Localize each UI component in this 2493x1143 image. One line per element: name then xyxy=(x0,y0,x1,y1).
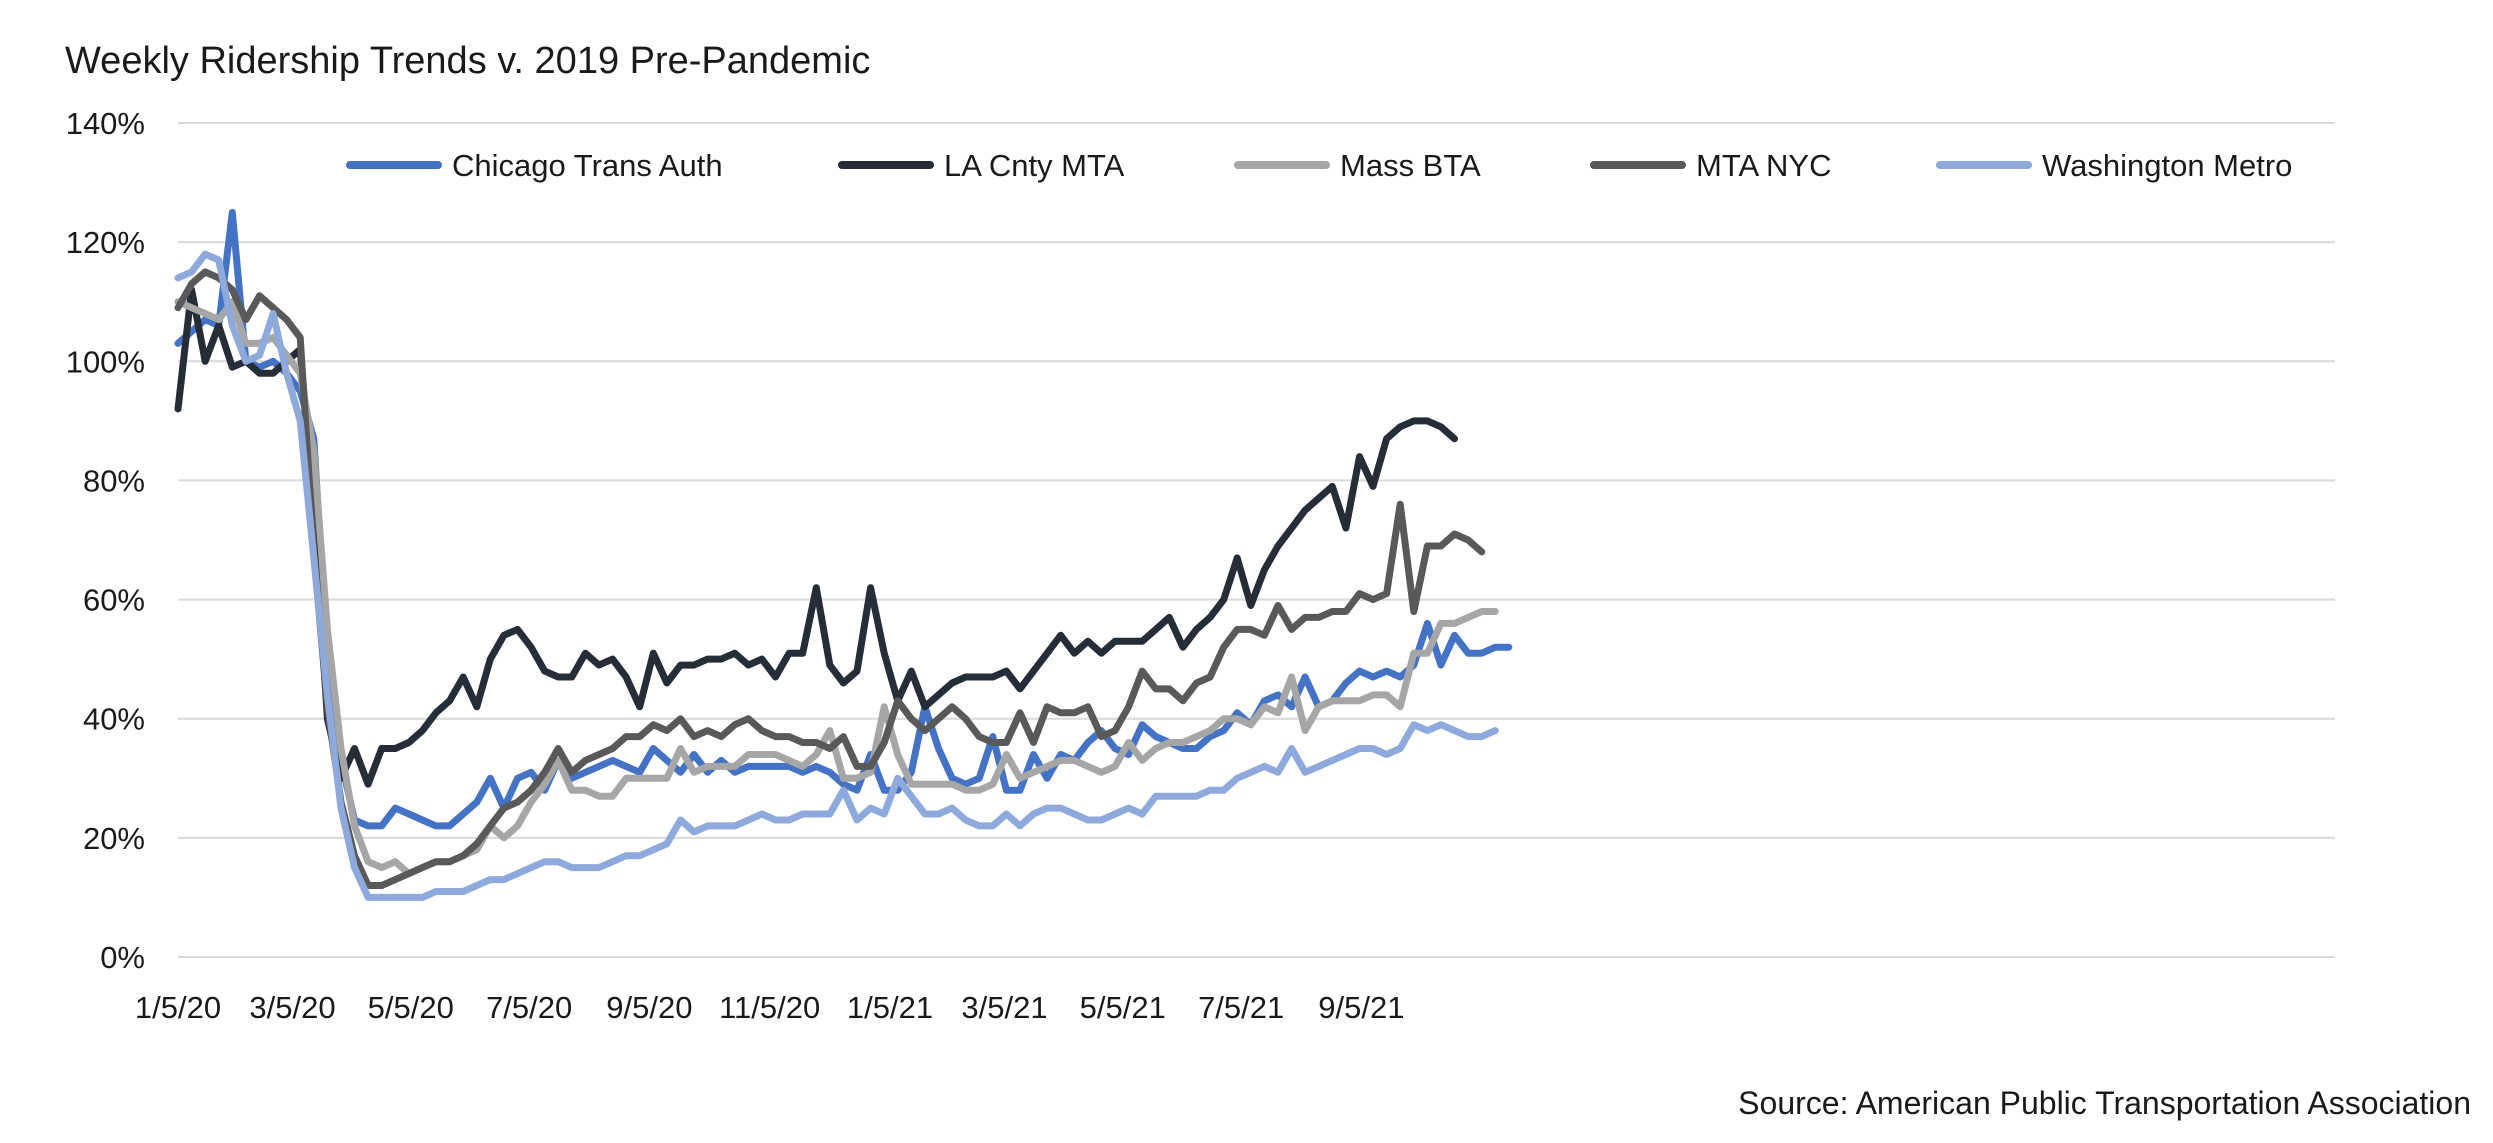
x-tick-label: 5/5/21 xyxy=(1080,990,1166,1025)
source-note: Source: American Public Transportation A… xyxy=(1738,1085,2471,1121)
y-tick-label: 40% xyxy=(83,702,145,737)
y-axis-ticks: 0% 20% 40% 60% 80% 100% 120% 140% xyxy=(66,106,145,975)
series-lines xyxy=(174,208,1513,901)
series-line-mass-bta xyxy=(174,298,1499,878)
chart-title: Weekly Ridership Trends v. 2019 Pre-Pand… xyxy=(65,40,871,82)
y-tick-label: 0% xyxy=(100,940,145,975)
x-tick-label: 7/5/21 xyxy=(1198,990,1284,1025)
legend-label-washington-metro: Washington Metro xyxy=(2042,148,2292,183)
legend-label-mta-nyc: MTA NYC xyxy=(1696,148,1832,183)
series-line-washington-metro xyxy=(174,250,1499,901)
y-tick-label: 20% xyxy=(83,821,145,856)
series-line-chicago-trans-auth xyxy=(174,208,1513,830)
y-tick-label: 100% xyxy=(66,344,145,379)
x-tick-label: 3/5/20 xyxy=(249,990,335,1025)
x-tick-label: 9/5/21 xyxy=(1318,990,1404,1025)
x-tick-label: 5/5/20 xyxy=(368,990,454,1025)
x-tick-label: 1/5/20 xyxy=(135,990,221,1025)
series-line-la-cnty-mta xyxy=(174,286,1458,788)
y-tick-label: 60% xyxy=(83,583,145,618)
legend: Chicago Trans Auth LA Cnty MTA Mass BTA MTA… xyxy=(346,148,2292,183)
legend-label-chicago-trans-auth: Chicago Trans Auth xyxy=(452,148,723,183)
x-tick-label: 7/5/20 xyxy=(486,990,572,1025)
x-tick-label: 1/5/21 xyxy=(847,990,933,1025)
x-tick-label: 9/5/20 xyxy=(606,990,692,1025)
y-tick-label: 140% xyxy=(66,106,145,141)
x-tick-label: 11/5/20 xyxy=(719,990,820,1025)
x-axis-ticks: 1/5/20 3/5/20 5/5/20 7/5/20 9/5/20 11/5/20 1/5… xyxy=(135,990,1405,1025)
x-tick-label: 3/5/21 xyxy=(961,990,1047,1025)
y-tick-label: 120% xyxy=(66,225,145,260)
legend-label-mass-bta: Mass BTA xyxy=(1340,148,1481,183)
legend-label-la-cnty-mta: LA Cnty MTA xyxy=(944,148,1125,183)
y-tick-label: 80% xyxy=(83,463,145,498)
series-line-mta-nyc xyxy=(174,268,1486,889)
